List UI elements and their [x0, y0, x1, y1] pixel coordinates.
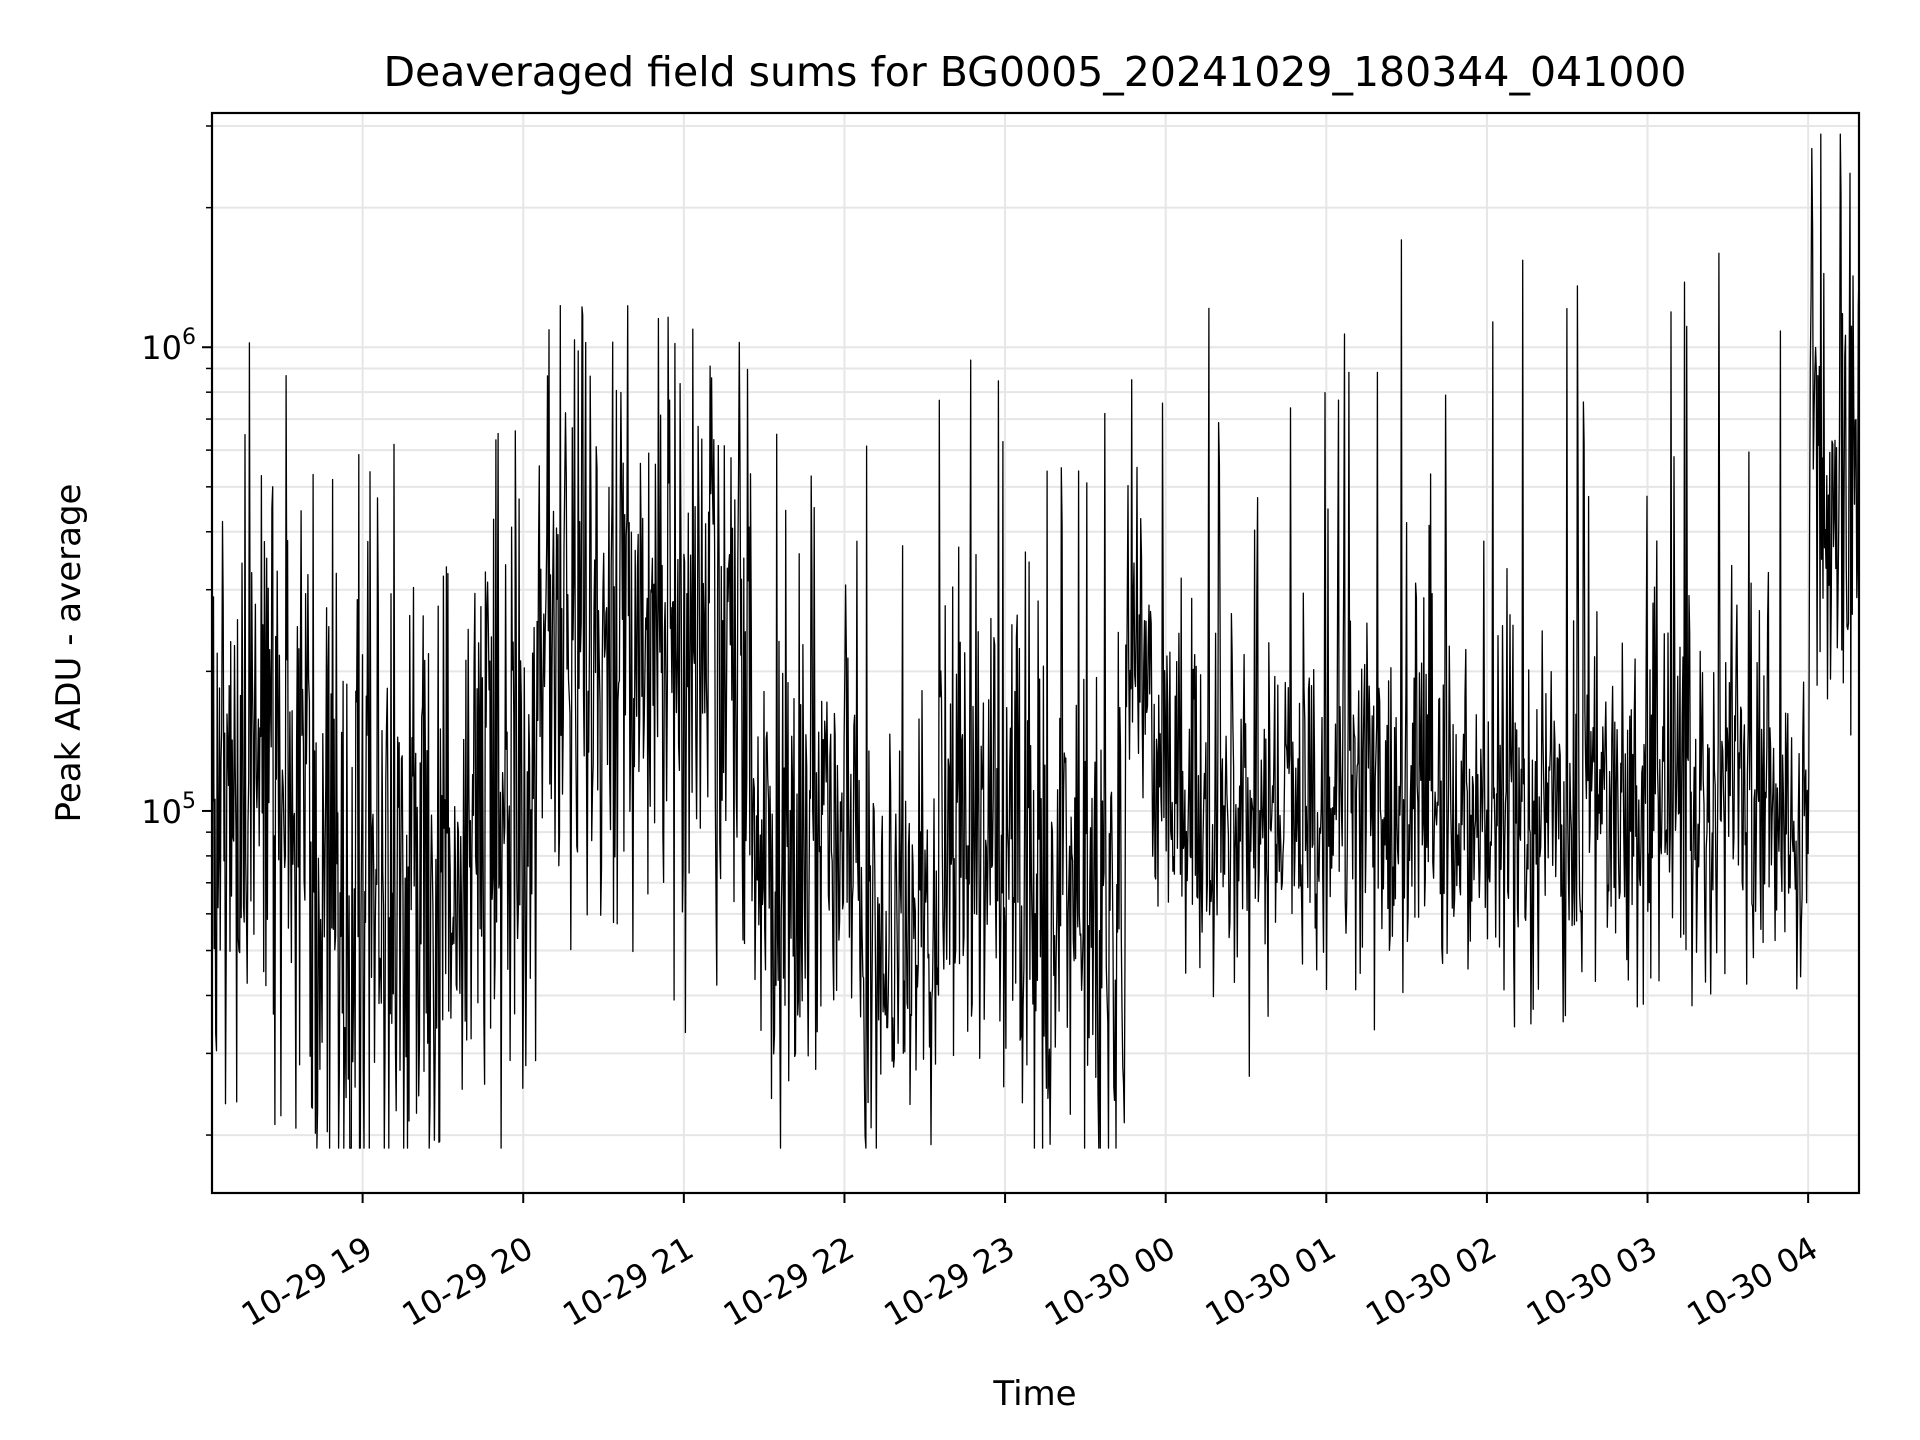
x-axis-label: Time — [992, 1374, 1076, 1414]
series-group — [211, 133, 1860, 1149]
plot-frame — [210, 111, 1861, 1195]
y-tick-label: 106 — [141, 325, 196, 367]
chart-title: Deaveraged field sums for BG0005_2024102… — [383, 48, 1686, 96]
y-axis: 105 106 — [141, 125, 212, 1136]
y-axis-label: Peak ADU - average — [49, 484, 89, 823]
series-line — [211, 133, 1860, 1149]
y-tick-label: 105 — [141, 789, 196, 831]
